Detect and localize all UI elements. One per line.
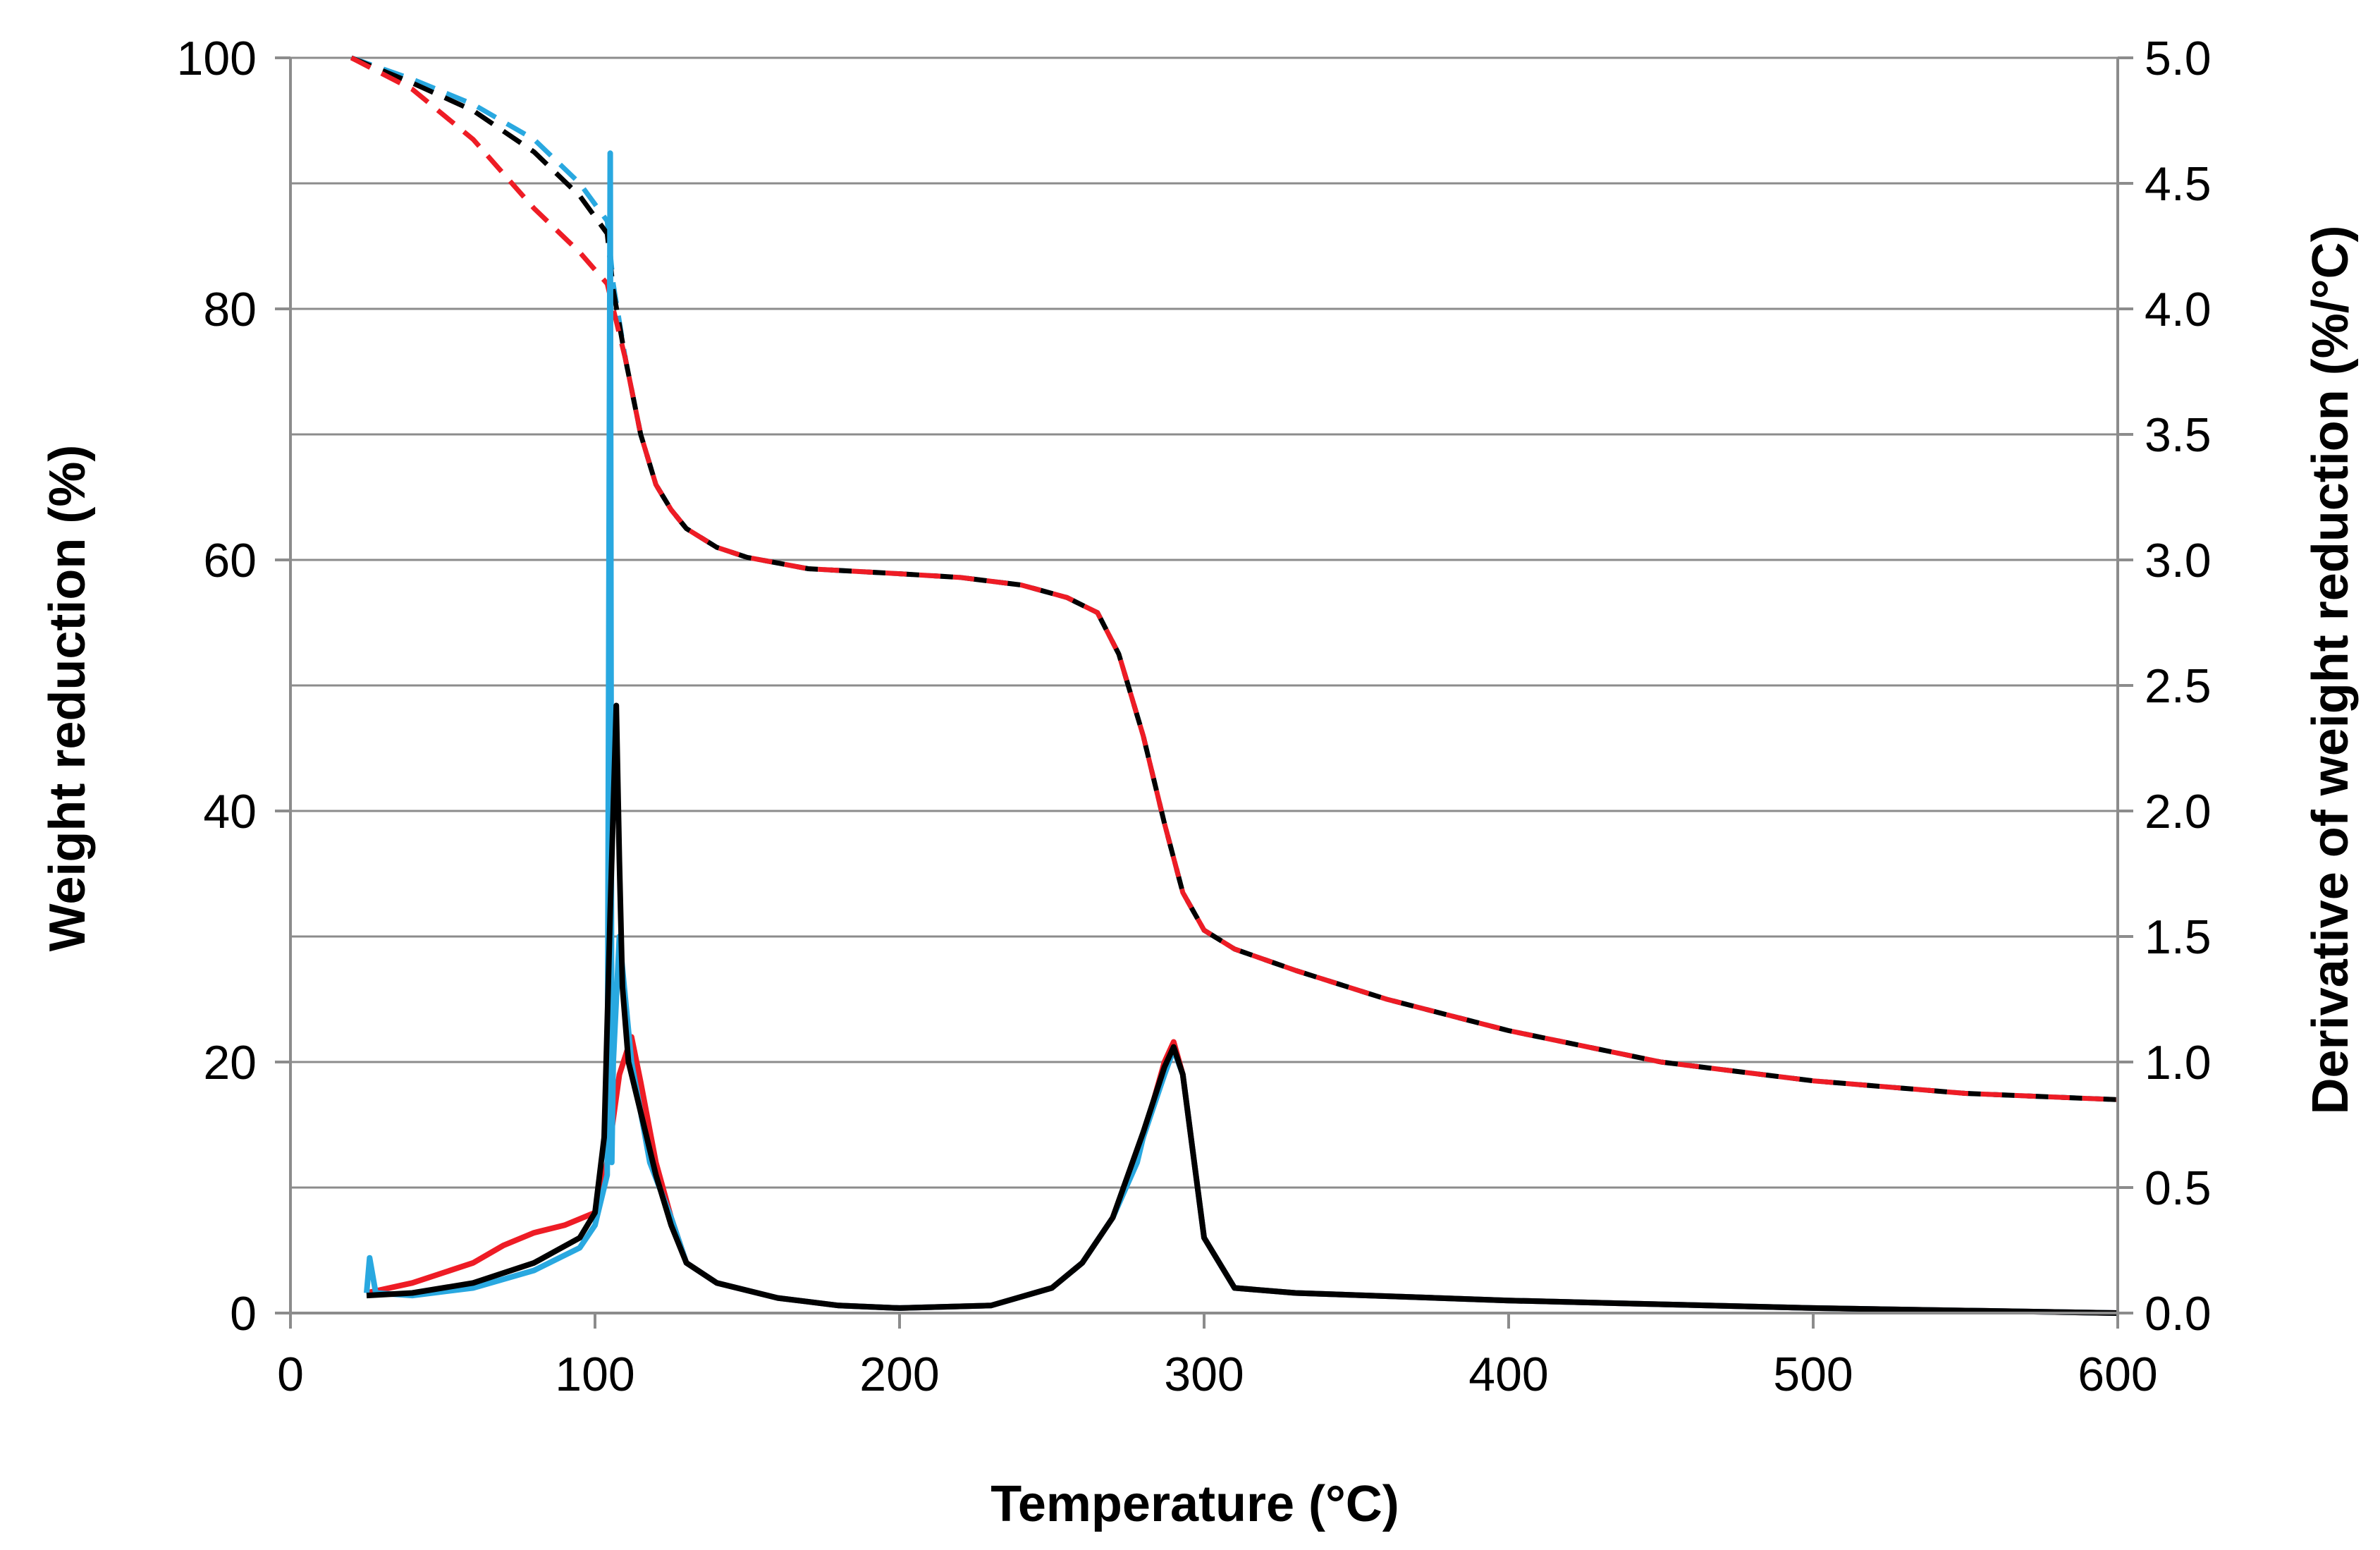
y-right-tick-label: 5.0 xyxy=(2145,32,2212,85)
y-left-tick-label: 60 xyxy=(203,534,257,587)
gridlines xyxy=(290,56,2118,1314)
x-tick-label: 0 xyxy=(277,1348,304,1401)
y-left-tick-label: 80 xyxy=(203,283,257,336)
y-right-tick-label: 4.5 xyxy=(2145,157,2212,211)
y-left-tick-label: 0 xyxy=(230,1287,257,1341)
series-derivative-black xyxy=(366,702,2118,1316)
axes xyxy=(275,56,2133,1329)
x-tick-label: 100 xyxy=(555,1348,634,1401)
y-left-tick-label: 40 xyxy=(203,785,257,838)
y-left-axis-title: Weight reduction (%) xyxy=(39,445,96,952)
y-left-tick-label: 20 xyxy=(203,1036,257,1090)
y-right-axis-title: Derivative of weight reduction (%/°C) xyxy=(2302,226,2359,1115)
y-right-tick-label: 0.0 xyxy=(2145,1287,2212,1341)
x-tick-label: 400 xyxy=(1468,1348,1548,1401)
y-right-tick-label: 0.5 xyxy=(2145,1161,2212,1215)
y-left-tick-label: 100 xyxy=(177,32,257,85)
tick-labels: 0 100 200 300 400 500 600 0 20 40 60 80 100 0.0 0.5 1.0… xyxy=(177,32,2212,1401)
x-tick-label: 600 xyxy=(2078,1348,2157,1401)
y-right-tick-label: 2.5 xyxy=(2145,659,2212,713)
x-tick-label: 300 xyxy=(1164,1348,1244,1401)
x-axis-title: Temperature (°C) xyxy=(990,1476,1399,1532)
y-right-tick-label: 1.5 xyxy=(2145,910,2212,964)
series-lines xyxy=(350,55,2118,1316)
x-tick-label: 500 xyxy=(1773,1348,1853,1401)
y-right-tick-label: 4.0 xyxy=(2145,283,2212,336)
y-right-tick-label: 3.0 xyxy=(2145,534,2212,587)
y-right-tick-label: 3.5 xyxy=(2145,408,2212,462)
x-tick-label: 200 xyxy=(859,1348,939,1401)
y-right-tick-label: 1.0 xyxy=(2145,1036,2212,1090)
y-right-tick-label: 2.0 xyxy=(2145,785,2212,838)
